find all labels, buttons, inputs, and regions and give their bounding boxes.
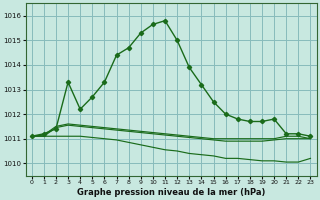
X-axis label: Graphe pression niveau de la mer (hPa): Graphe pression niveau de la mer (hPa) [77,188,265,197]
